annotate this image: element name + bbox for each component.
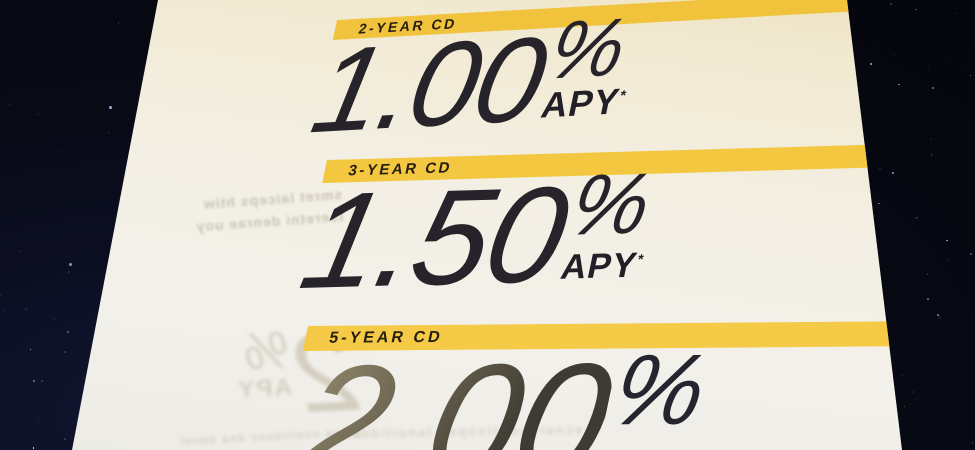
countertop-speckle	[3, 333, 5, 335]
countertop-speckle	[79, 24, 81, 26]
countertop-speckle	[75, 422, 77, 424]
countertop-speckle	[926, 298, 929, 301]
countertop-speckle	[29, 348, 31, 350]
countertop-speckle	[904, 405, 906, 407]
countertop-speckle	[33, 380, 35, 382]
countertop-speckle	[2, 308, 5, 311]
countertop-speckle	[67, 270, 70, 273]
countertop-speckle	[32, 447, 34, 449]
percent-sign: %	[603, 333, 717, 447]
countertop-speckle	[73, 422, 75, 424]
rate-display: 2.00 % APY	[283, 329, 727, 450]
countertop-speckle	[63, 438, 66, 441]
countertop-speckle	[890, 3, 892, 5]
countertop-speckle	[38, 419, 40, 421]
countertop-speckle	[927, 66, 930, 68]
countertop-speckle	[67, 63, 70, 65]
countertop-speckle	[41, 379, 44, 382]
countertop-speckle	[930, 138, 933, 140]
countertop-speckle	[901, 375, 903, 377]
countertop-speckle	[970, 252, 973, 255]
apy-label: APY*	[555, 245, 646, 287]
countertop-speckle	[57, 184, 59, 187]
countertop-speckle	[64, 350, 67, 353]
countertop-speckle	[945, 57, 947, 59]
percent-sign: %	[541, 1, 634, 97]
countertop-speckle	[955, 13, 957, 15]
rate-display: 1.00 % APY*	[302, 1, 642, 159]
rate-value: 1.50	[290, 157, 579, 318]
countertop-speckle	[108, 132, 110, 134]
countertop-speckle	[19, 249, 22, 253]
countertop-speckle	[875, 40, 877, 42]
countertop-speckle	[0, 294, 3, 296]
countertop-speckle	[117, 22, 120, 24]
countertop-speckle	[898, 83, 900, 86]
countertop-speckle	[969, 74, 972, 77]
apy-label: APY*	[536, 80, 629, 127]
countertop-speckle	[66, 331, 69, 334]
apy-label: APY	[594, 442, 706, 450]
countertop-speckle	[60, 150, 63, 153]
countertop-speckle	[53, 318, 56, 321]
ghost-rate-suffix: % APY	[233, 321, 293, 405]
countertop-speckle	[878, 202, 880, 205]
rate-display: 1.50 % APY*	[290, 155, 664, 318]
rate-value: 1.00	[302, 11, 556, 159]
countertop-speckle	[869, 63, 872, 66]
countertop-speckle	[932, 86, 935, 89]
countertop-speckle	[31, 258, 33, 260]
countertop-speckle	[937, 316, 941, 320]
countertop-speckle	[965, 70, 968, 72]
countertop-speckle	[915, 397, 918, 400]
ghost-apy-label: APY	[235, 373, 293, 404]
countertop-speckle	[109, 106, 112, 109]
countertop-speckle	[946, 239, 948, 242]
countertop-speckle	[9, 104, 12, 107]
ghost-percent-sign: %	[242, 321, 292, 382]
cd-offer-5-year: 5-YEAR CD 2.00 % APY	[283, 320, 902, 450]
countertop-speckle	[84, 82, 87, 85]
countertop-speckle	[68, 262, 73, 266]
countertop-speckle	[911, 390, 915, 394]
apy-text: APY	[537, 79, 624, 126]
countertop-speckle	[930, 154, 933, 156]
rate-value: 2.00	[283, 329, 624, 450]
percent-sign: %	[562, 155, 660, 254]
countertop-speckle	[946, 259, 948, 261]
countertop-speckle	[893, 54, 895, 56]
apy-text: APY	[557, 245, 641, 287]
countertop-speckle	[31, 145, 33, 147]
countertop-speckle	[915, 8, 917, 11]
countertop-speckle	[24, 308, 27, 311]
countertop-speckle	[936, 314, 939, 317]
countertop-speckle	[926, 273, 929, 276]
countertop-speckle	[36, 113, 39, 116]
countertop-speckle	[892, 171, 895, 174]
countertop-speckle	[971, 442, 974, 444]
countertop-speckle	[878, 168, 881, 170]
countertop-speckle	[915, 216, 918, 220]
countertop-speckle	[960, 107, 962, 109]
apy-text: APY	[602, 442, 706, 450]
